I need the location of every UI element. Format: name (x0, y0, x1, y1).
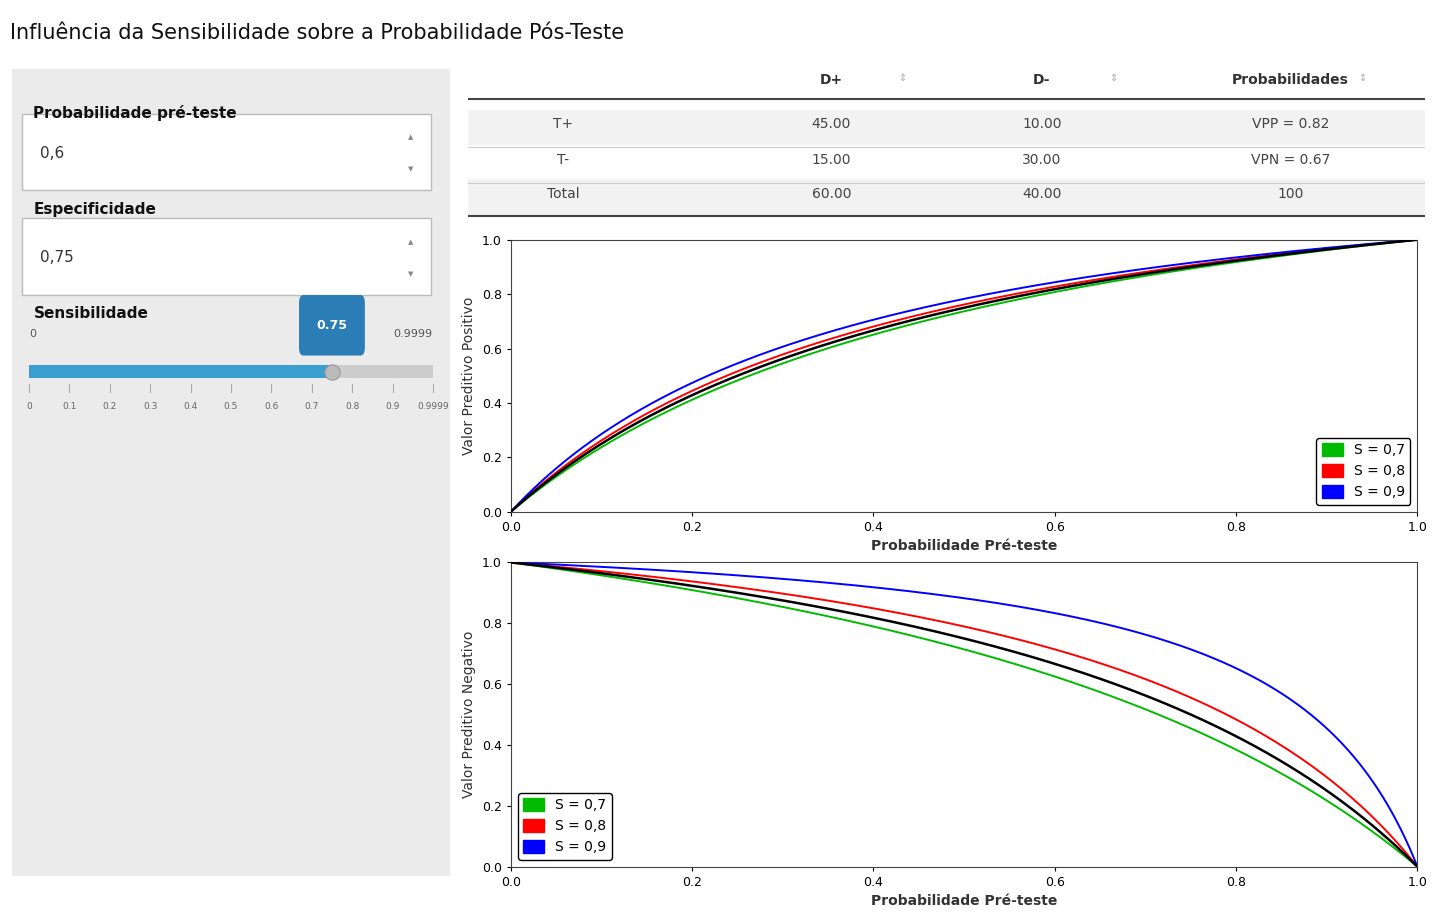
Y-axis label: Valor Preditivo Positivo: Valor Preditivo Positivo (462, 297, 476, 455)
Text: 0.7: 0.7 (305, 402, 319, 411)
Text: 0,75: 0,75 (40, 251, 73, 266)
Text: 40.00: 40.00 (1022, 187, 1062, 201)
Text: 0.3: 0.3 (142, 402, 157, 411)
Text: Probabilidades: Probabilidades (1232, 73, 1350, 87)
Bar (29, 365, 332, 378)
Text: 15.00: 15.00 (812, 153, 850, 167)
Text: 0.9: 0.9 (386, 402, 400, 411)
Text: D-: D- (1033, 73, 1050, 87)
Text: 100: 100 (1278, 187, 1304, 201)
Text: Total: Total (547, 187, 580, 201)
Text: D+: D+ (820, 73, 843, 87)
FancyBboxPatch shape (299, 295, 366, 356)
Text: 0: 0 (29, 329, 36, 339)
X-axis label: Probabilidade Pré-teste: Probabilidade Pré-teste (871, 894, 1058, 908)
Legend: S = 0,7, S = 0,8, S = 0,9: S = 0,7, S = 0,8, S = 0,9 (518, 793, 612, 859)
Text: 0.4: 0.4 (183, 402, 197, 411)
Text: ⇕: ⇕ (898, 73, 907, 83)
Text: T-: T- (557, 153, 570, 167)
Text: ▲: ▲ (409, 134, 413, 140)
Bar (468, 146, 1425, 183)
FancyBboxPatch shape (23, 219, 430, 295)
Text: 10.00: 10.00 (1022, 117, 1062, 132)
FancyBboxPatch shape (23, 113, 430, 190)
Text: 0.1: 0.1 (62, 402, 76, 411)
Text: VPN = 0.67: VPN = 0.67 (1250, 153, 1330, 167)
Text: VPP = 0.82: VPP = 0.82 (1252, 117, 1330, 132)
Text: Probabilidade pré-teste: Probabilidade pré-teste (33, 105, 237, 122)
Text: 0.75: 0.75 (317, 319, 347, 332)
Text: 0.9999: 0.9999 (417, 402, 449, 411)
Text: ▼: ▼ (409, 271, 413, 278)
Y-axis label: Valor Preditivo Negativo: Valor Preditivo Negativo (462, 631, 476, 798)
Text: ⇕: ⇕ (1109, 73, 1117, 83)
Bar (29, 365, 433, 378)
Bar (468, 110, 1425, 147)
Text: ⇕: ⇕ (1357, 73, 1366, 83)
Text: 30.00: 30.00 (1022, 153, 1062, 167)
Text: 0.8: 0.8 (345, 402, 360, 411)
Bar (468, 179, 1425, 217)
Text: 45.00: 45.00 (812, 117, 850, 132)
Text: T+: T+ (554, 117, 573, 132)
Text: 0: 0 (26, 402, 32, 411)
Text: ▼: ▼ (409, 166, 413, 172)
Text: 0,6: 0,6 (40, 146, 65, 160)
Text: 0.5: 0.5 (224, 402, 239, 411)
Text: ▲: ▲ (409, 239, 413, 245)
Text: Influência da Sensibilidade sobre a Probabilidade Pós-Teste: Influência da Sensibilidade sobre a Prob… (10, 23, 625, 43)
Text: 0.6: 0.6 (265, 402, 279, 411)
Text: 0.9999: 0.9999 (394, 329, 433, 339)
Text: 60.00: 60.00 (812, 187, 850, 201)
Text: Sensibilidade: Sensibilidade (33, 306, 148, 322)
X-axis label: Probabilidade Pré-teste: Probabilidade Pré-teste (871, 539, 1058, 553)
Text: Especificidade: Especificidade (33, 202, 157, 218)
Legend: S = 0,7, S = 0,8, S = 0,9: S = 0,7, S = 0,8, S = 0,9 (1317, 438, 1410, 504)
Text: 0.2: 0.2 (102, 402, 117, 411)
